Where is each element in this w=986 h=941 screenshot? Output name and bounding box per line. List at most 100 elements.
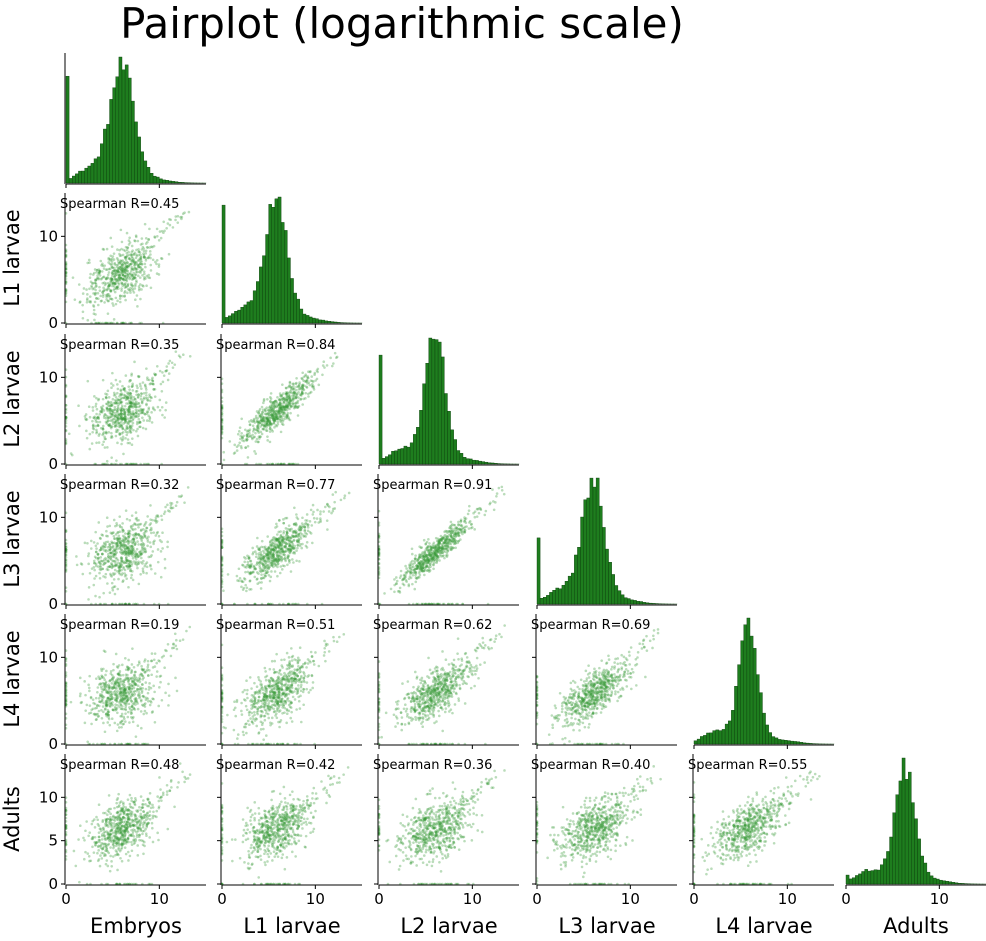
- scatter-point: [181, 638, 185, 641]
- scatter-point: [133, 239, 137, 243]
- scatter-point: [108, 282, 112, 286]
- scatter-point: [84, 417, 87, 420]
- scatter-point: [94, 696, 98, 700]
- scatter-point: [91, 287, 95, 291]
- scatter-point: [108, 524, 112, 528]
- scatter-point: [158, 659, 161, 663]
- hist-bar: [156, 176, 160, 184]
- scatter-point: [135, 270, 139, 274]
- scatter-point: [107, 271, 111, 274]
- scatter-point: [86, 379, 90, 383]
- scatter-point: [248, 559, 252, 563]
- scatter-point: [399, 574, 403, 577]
- scatter-point: [276, 533, 279, 536]
- scatter-point: [120, 442, 123, 446]
- scatter-point: [129, 286, 132, 290]
- scatter-point: [188, 354, 192, 358]
- scatter-point: [124, 396, 127, 399]
- scatter-point: [126, 284, 130, 288]
- scatter-point: [116, 271, 119, 275]
- scatter-point: [118, 380, 122, 383]
- scatter-point: [242, 586, 246, 590]
- scatter-point: [291, 558, 294, 561]
- scatter-point: [245, 437, 249, 441]
- scatter-point: [110, 278, 114, 282]
- scatter-point: [135, 400, 138, 404]
- scatter-point: [113, 592, 117, 596]
- scatter-point: [116, 704, 119, 707]
- scatter-point: [139, 260, 142, 263]
- scatter-point: [107, 292, 110, 296]
- scatter-point: [131, 556, 135, 560]
- scatter-point: [239, 444, 243, 448]
- scatter-point: [117, 270, 121, 273]
- scatter-point: [128, 277, 131, 281]
- panel-l3-larvae-vs-l2-larvae: Spearman R=0.91: [373, 474, 519, 609]
- scatter-point: [88, 447, 92, 451]
- scatter-point: [292, 529, 296, 533]
- scatter-point: [319, 520, 322, 524]
- scatter-point: [105, 288, 109, 292]
- scatter-point: [125, 265, 129, 268]
- scatter-point: [308, 520, 312, 523]
- scatter-point: [149, 531, 153, 535]
- scatter-point: [111, 397, 115, 401]
- scatter-point: [408, 575, 412, 578]
- scatter-point: [124, 282, 127, 285]
- scatter-point: [122, 579, 125, 582]
- scatter-point: [251, 552, 255, 556]
- scatter-point: [126, 417, 130, 421]
- scatter-point: [128, 388, 131, 391]
- scatter-point: [100, 299, 103, 303]
- scatter-point: [441, 554, 445, 558]
- scatter-point: [274, 399, 278, 403]
- scatter-point: [161, 547, 164, 550]
- scatter-point: [119, 276, 123, 280]
- scatter-point: [116, 270, 120, 274]
- scatter-point: [95, 284, 98, 288]
- scatter-point: [130, 250, 134, 254]
- scatter-point: [127, 275, 130, 279]
- scatter-point: [159, 550, 163, 553]
- hist-bar: [428, 337, 433, 465]
- scatter-point: [285, 408, 289, 412]
- scatter-point: [98, 571, 101, 575]
- scatter-point: [79, 701, 83, 705]
- scatter-point: [112, 318, 116, 321]
- hist-bar: [333, 321, 338, 324]
- scatter-point: [263, 423, 267, 427]
- scatter-point: [146, 378, 149, 381]
- scatter-point: [152, 531, 156, 534]
- scatter-point: [134, 268, 138, 271]
- hist-bar: [290, 278, 294, 324]
- scatter-point: [448, 537, 451, 541]
- scatter-point: [129, 676, 133, 680]
- scatter-point: [83, 721, 87, 725]
- scatter-point: [295, 513, 298, 516]
- scatter-point: [102, 289, 106, 293]
- scatter-point: [153, 236, 157, 239]
- hist-bar: [456, 450, 461, 465]
- scatter-point: [302, 375, 306, 379]
- scatter-point: [71, 276, 75, 279]
- scatter-point: [109, 554, 112, 558]
- hist-bar: [602, 527, 606, 605]
- scatter-point: [290, 534, 294, 537]
- scatter-point: [92, 559, 96, 563]
- scatter-point: [160, 257, 164, 261]
- scatter-point: [141, 416, 144, 420]
- scatter-point: [129, 392, 133, 395]
- scatter-point: [135, 267, 139, 271]
- hist-bar: [115, 76, 120, 184]
- hist-bar: [481, 461, 485, 465]
- scatter-point: [286, 411, 290, 415]
- scatter-point: [414, 554, 417, 557]
- scatter-point: [119, 543, 123, 547]
- scatter-point: [118, 401, 121, 405]
- scatter-point: [115, 287, 118, 291]
- scatter-point: [122, 422, 126, 425]
- scatter-point: [113, 585, 117, 588]
- scatter-point: [389, 587, 393, 591]
- scatter-point: [284, 559, 287, 563]
- scatter-point: [435, 556, 439, 559]
